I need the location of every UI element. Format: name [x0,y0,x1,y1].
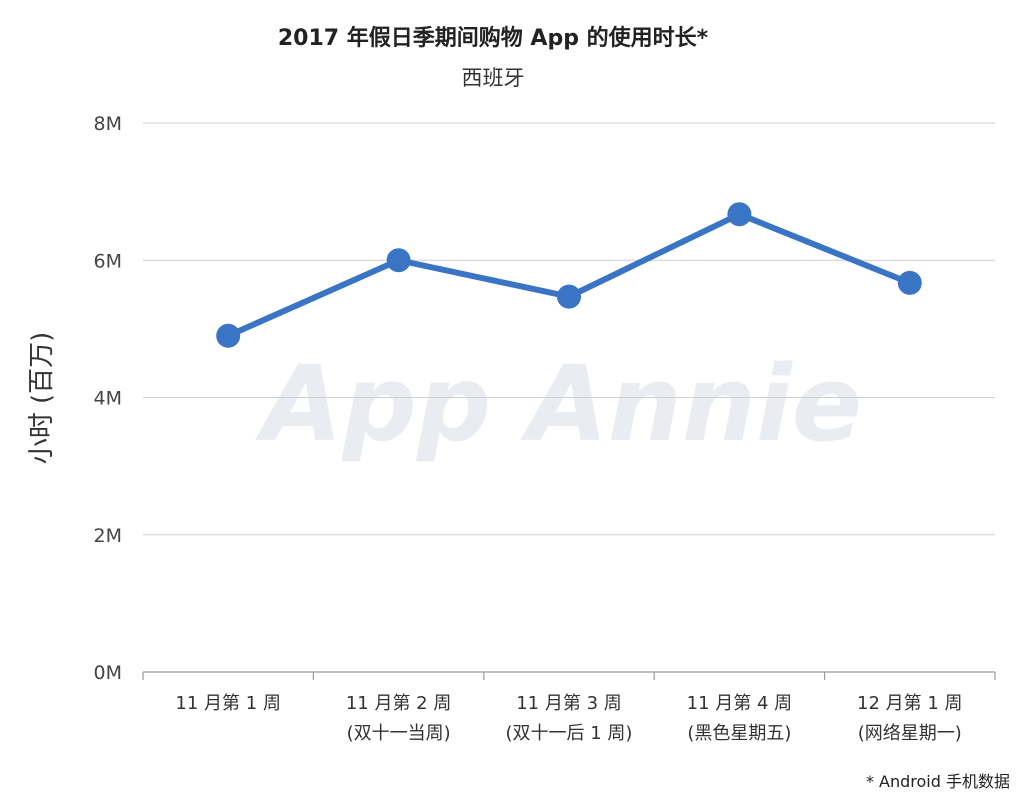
y-tick-label: 8M [94,113,122,135]
y-tick-label: 0M [94,662,122,684]
x-tick-label-line: 11 月第 4 周 [687,693,793,714]
x-tick-label-line: 11 月第 1 周 [175,693,281,714]
x-tick-label-line: 11 月第 3 周 [516,693,622,714]
footnote: * Android 手机数据 [866,772,1010,791]
x-tick-label: 11 月第 3 周 (双十一后 1 周) [506,693,633,744]
data-point [216,323,241,348]
watermark: App Annie [255,343,862,465]
x-tick-label-line: 12 月第 1 周 [857,693,963,714]
data-point [557,284,581,309]
x-tick-label-line: (黑色星期五) [687,723,791,744]
x-tick-label-line: 11 月第 2 周 [346,693,452,714]
data-point [897,270,922,295]
x-tick-label: 12 月第 1 周 (网络星期一) [857,693,963,744]
series [216,202,922,348]
x-tick-label: 11 月第 1 周 [175,693,281,714]
data-point [386,248,411,273]
x-tick-label: 11 月第 4 周 (黑色星期五) [687,693,793,744]
chart-subtitle: 西班牙 [462,66,525,90]
y-tick-label: 4M [94,388,122,410]
chart-title: 2017 年假日季期间购物 App 的使用时长* [278,25,709,51]
x-axis: 11 月第 1 周 11 月第 2 周 (双十一当周) 11 月第 3 周 (双十一后 … [142,671,996,744]
y-tick-label: 2M [94,525,122,547]
series-line [225,211,913,339]
x-tick-label-line: (双十一当周) [347,723,451,744]
x-tick-label-line: (网络星期一) [858,723,962,744]
grid [143,122,995,536]
y-tick-label: 6M [94,250,122,272]
y-axis: 0M 2M 4M 6M 8M [94,113,122,684]
x-tick-label: 11 月第 2 周 (双十一当周) [346,693,452,744]
data-point [727,202,752,227]
x-tick-label-line: (双十一后 1 周) [506,723,633,744]
y-axis-label: 小时 (百万) [27,332,57,465]
